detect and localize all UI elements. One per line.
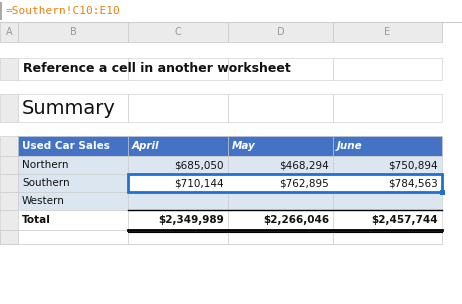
- Bar: [333, 174, 442, 192]
- Bar: [0, 58, 18, 80]
- Bar: [0, 22, 18, 42]
- Bar: [128, 174, 442, 192]
- Text: $710,144: $710,144: [174, 178, 224, 188]
- Bar: [18, 230, 128, 244]
- Text: Used Car Sales: Used Car Sales: [22, 141, 110, 151]
- Bar: [0, 230, 18, 244]
- Bar: [228, 230, 333, 244]
- Text: $710,144: $710,144: [174, 178, 224, 188]
- Text: E: E: [384, 27, 390, 37]
- Bar: [18, 94, 128, 122]
- Bar: [228, 230, 333, 244]
- Bar: [18, 136, 128, 156]
- Text: Total: Total: [22, 215, 51, 225]
- Bar: [18, 156, 128, 174]
- Bar: [228, 174, 333, 192]
- Bar: [333, 210, 442, 230]
- Text: D: D: [277, 27, 284, 37]
- Bar: [228, 94, 333, 122]
- Bar: [0, 192, 18, 210]
- Bar: [128, 192, 228, 210]
- Text: $2,457,744: $2,457,744: [371, 215, 438, 225]
- Bar: [128, 136, 228, 156]
- Bar: [0, 230, 18, 244]
- Bar: [18, 210, 128, 230]
- Text: April: April: [132, 141, 159, 151]
- Bar: [18, 230, 128, 244]
- Text: $685,050: $685,050: [175, 160, 224, 170]
- Text: $762,895: $762,895: [279, 178, 329, 188]
- Text: June: June: [337, 141, 363, 151]
- Bar: [128, 58, 228, 80]
- Bar: [128, 230, 228, 244]
- Bar: [0, 136, 18, 156]
- Bar: [128, 230, 228, 244]
- Text: Reference a cell in another worksheet: Reference a cell in another worksheet: [23, 63, 291, 75]
- Bar: [333, 156, 442, 174]
- Text: $784,563: $784,563: [388, 178, 438, 188]
- Text: Summary: Summary: [22, 98, 116, 118]
- Bar: [333, 230, 442, 244]
- Bar: [128, 230, 228, 244]
- Text: $750,894: $750,894: [389, 160, 438, 170]
- Bar: [333, 230, 442, 244]
- Text: Northern: Northern: [22, 160, 68, 170]
- Bar: [0, 156, 18, 174]
- Bar: [128, 22, 228, 42]
- Bar: [0, 94, 18, 122]
- Bar: [439, 189, 444, 195]
- Bar: [18, 230, 128, 244]
- Text: A: A: [6, 27, 12, 37]
- Bar: [333, 230, 442, 244]
- Bar: [333, 230, 442, 244]
- Bar: [228, 58, 333, 80]
- Text: $762,895: $762,895: [279, 178, 329, 188]
- Bar: [128, 230, 228, 244]
- Bar: [228, 192, 333, 210]
- Bar: [0, 230, 18, 244]
- Bar: [0, 210, 18, 230]
- Bar: [228, 230, 333, 244]
- Text: $784,563: $784,563: [388, 178, 438, 188]
- Bar: [228, 22, 333, 42]
- Text: $2,349,989: $2,349,989: [158, 215, 224, 225]
- Bar: [228, 210, 333, 230]
- Bar: [128, 174, 442, 192]
- Bar: [18, 192, 128, 210]
- Bar: [0, 0, 462, 22]
- Bar: [333, 136, 442, 156]
- Bar: [333, 58, 442, 80]
- Bar: [128, 156, 228, 174]
- Bar: [18, 174, 128, 192]
- Bar: [333, 94, 442, 122]
- Bar: [228, 156, 333, 174]
- Bar: [18, 58, 128, 80]
- Bar: [18, 22, 128, 42]
- Bar: [228, 230, 333, 244]
- Bar: [18, 230, 128, 244]
- Text: B: B: [70, 27, 76, 37]
- Bar: [128, 174, 228, 192]
- Bar: [128, 94, 228, 122]
- Text: =Southern!C10:E10: =Southern!C10:E10: [6, 6, 121, 16]
- Bar: [0, 2, 2, 20]
- Text: C: C: [175, 27, 182, 37]
- Text: Western: Western: [22, 196, 65, 206]
- Text: Southern: Southern: [22, 178, 70, 188]
- Bar: [0, 230, 18, 244]
- Text: $468,294: $468,294: [279, 160, 329, 170]
- Bar: [333, 22, 442, 42]
- Bar: [333, 192, 442, 210]
- Bar: [228, 136, 333, 156]
- Bar: [128, 210, 228, 230]
- Bar: [0, 174, 18, 192]
- Text: $2,266,046: $2,266,046: [263, 215, 329, 225]
- Text: May: May: [232, 141, 256, 151]
